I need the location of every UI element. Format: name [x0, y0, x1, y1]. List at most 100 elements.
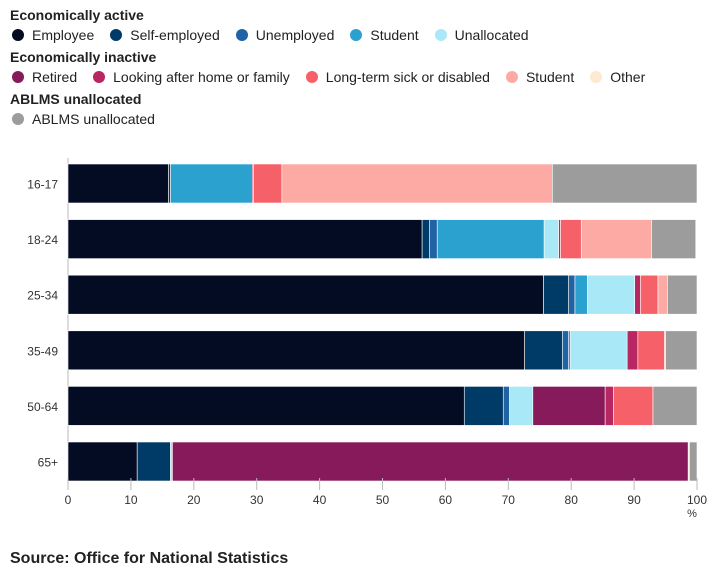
bar-segment-50-64-economically-inactive-long-term-sick-or-disabled[interactable]: [613, 386, 654, 426]
bar-segment-35-49-economically-inactive-long-term-sick-or-disabled[interactable]: [637, 330, 665, 371]
legend-swatch: [350, 29, 363, 41]
bar-segment-16-17-economically-inactive-long-term-sick-or-disabled[interactable]: [253, 163, 283, 204]
bar-segment-25-34-economically-active-unallocated[interactable]: [587, 274, 636, 315]
category-label: 16-17: [27, 178, 58, 192]
legend-item-unallocated[interactable]: Unallocated: [434, 25, 529, 45]
legend-label: ABLMS unallocated: [32, 111, 155, 127]
bar-segment-35-49-economically-active-unallocated[interactable]: [570, 330, 628, 371]
bar-segment-25-34-economically-active-student[interactable]: [574, 274, 588, 315]
bar-segment-25-34-economically-inactive-long-term-sick-or-disabled[interactable]: [640, 274, 659, 315]
legend-swatch: [12, 29, 24, 41]
x-tick-label: 10: [124, 493, 138, 507]
legend-item-looking-after-home-or-family[interactable]: Looking after home or family: [93, 67, 290, 87]
legend-group-title: ABLMS unallocated: [10, 91, 142, 107]
bar-segment-18-24-ablms-unallocated-ablms-unallocated[interactable]: [651, 219, 697, 259]
x-tick-label: 100: [687, 493, 707, 507]
x-tick-label: 70: [502, 493, 516, 507]
source-note: Source: Office for National Statistics: [10, 550, 289, 567]
legend-label: Looking after home or family: [113, 69, 290, 85]
stacked-bar-chart: 16-17 18-24 25-34 35-49 50-64 65+ 0 10 20 30 40 50 6…: [27, 158, 707, 520]
legend-label: Other: [610, 69, 646, 85]
bar-segment-65-economically-inactive-retired[interactable]: [172, 441, 689, 482]
legend-label: Student: [525, 69, 575, 85]
legend-swatch: [434, 29, 447, 41]
bar-segment-65-economically-active-self-employed[interactable]: [136, 441, 171, 482]
legend-swatch: [235, 29, 248, 41]
legend-item-student[interactable]: Student: [350, 25, 419, 45]
bar-segment-35-49-economically-inactive-looking-after-home-or-family[interactable]: [626, 330, 639, 371]
bar-segment-35-49-economically-active-employee[interactable]: [67, 330, 525, 371]
category-label: 65+: [38, 456, 58, 470]
bar-segment-50-64-economically-inactive-looking-after-home-or-family[interactable]: [604, 386, 614, 426]
bar-segment-16-17-economically-active-employee[interactable]: [67, 163, 169, 204]
bar-segment-25-34-economically-active-employee[interactable]: [67, 274, 544, 315]
legend-swatch: [305, 71, 318, 83]
legend-label: Unallocated: [454, 27, 529, 43]
legend-item-retired[interactable]: Retired: [12, 67, 77, 87]
legend-label: Self-employed: [130, 27, 220, 43]
bar-segment-16-17-ablms-unallocated-ablms-unallocated[interactable]: [552, 163, 698, 204]
legend-swatch: [12, 71, 24, 83]
bar-segment-35-49-economically-active-self-employed[interactable]: [524, 330, 563, 371]
legend-item-unemployed[interactable]: Unemployed: [235, 25, 335, 45]
x-tick-label: 20: [187, 493, 201, 507]
bar-segment-18-24-economically-active-employee[interactable]: [67, 219, 423, 259]
bar-segment-18-24-economically-inactive-long-term-sick-or-disabled[interactable]: [560, 219, 582, 259]
x-tick-label: 80: [565, 493, 579, 507]
legend-swatch: [110, 29, 123, 41]
category-label: 50-64: [27, 400, 58, 414]
legend-label: Retired: [32, 69, 78, 85]
bar-segment-65-ablms-unallocated-ablms-unallocated[interactable]: [689, 441, 698, 482]
bar-segment-18-24-economically-inactive-student[interactable]: [580, 219, 653, 259]
bar-segment-65-economically-active-employee[interactable]: [67, 441, 138, 482]
x-tick-label: 40: [313, 493, 327, 507]
legend-label: Unemployed: [255, 27, 335, 43]
bar-segment-50-64-economically-active-unemployed[interactable]: [502, 386, 510, 426]
x-tick-label: 50: [376, 493, 390, 507]
legend-label: Student: [370, 27, 419, 43]
legend-swatch: [12, 113, 24, 125]
x-axis-unit: %: [687, 508, 697, 520]
bar-segment-16-17-economically-active-student[interactable]: [170, 163, 253, 204]
bar-segment-18-24-economically-active-unemployed[interactable]: [429, 219, 438, 259]
legend-label: Long-term sick or disabled: [325, 69, 490, 85]
category-label: 25-34: [27, 289, 58, 303]
bar-segment-18-24-economically-active-unallocated[interactable]: [543, 219, 559, 259]
legend-group-ablms-unallocated: ABLMS unallocated ABLMS unallocated: [10, 90, 645, 129]
legend-swatch: [93, 71, 106, 83]
legend-group-title: Economically inactive: [10, 49, 157, 65]
bar-segment-25-34-economically-inactive-looking-after-home-or-family[interactable]: [634, 274, 641, 315]
legend-item-student[interactable]: Student: [505, 67, 575, 87]
x-tick-label: 30: [250, 493, 264, 507]
legend-item-employee[interactable]: Employee: [12, 25, 94, 45]
legend-label: Employee: [32, 27, 95, 43]
bar-segment-50-64-economically-active-employee[interactable]: [67, 386, 465, 426]
x-tick-label: 90: [627, 493, 641, 507]
bar-segment-35-49-ablms-unallocated-ablms-unallocated[interactable]: [665, 330, 698, 371]
bar-segment-50-64-economically-active-unallocated[interactable]: [509, 386, 534, 426]
legend-swatch: [590, 71, 603, 83]
chart-legend: Economically active Employee Self-employed…: [10, 6, 645, 132]
legend-group-economically-inactive: Economically inactive Retired Looking afte…: [10, 48, 645, 87]
bar-segment-18-24-economically-active-self-employed[interactable]: [421, 219, 430, 259]
legend-item-other[interactable]: Other: [590, 67, 645, 87]
category-label: 18-24: [27, 233, 58, 247]
legend-group-title: Economically active: [10, 7, 144, 23]
bar-segment-25-34-economically-active-unemployed[interactable]: [568, 274, 576, 315]
legend-item-ablms-unallocated[interactable]: ABLMS unallocated: [12, 109, 155, 129]
bar-segment-50-64-ablms-unallocated-ablms-unallocated[interactable]: [652, 386, 698, 426]
bar-segment-50-64-economically-active-self-employed[interactable]: [463, 386, 504, 426]
x-tick-label: 0: [65, 493, 72, 507]
bar-segment-18-24-economically-active-student[interactable]: [436, 219, 545, 259]
category-label: 35-49: [27, 344, 58, 358]
bar-segment-16-17-economically-inactive-student[interactable]: [281, 163, 553, 204]
legend-item-long-term-sick-or-disabled[interactable]: Long-term sick or disabled: [305, 67, 490, 87]
legend-swatch: [505, 71, 518, 83]
bar-segment-25-34-ablms-unallocated-ablms-unallocated[interactable]: [667, 274, 698, 315]
legend-item-self-employed[interactable]: Self-employed: [110, 25, 220, 45]
bar-segment-25-34-economically-active-self-employed[interactable]: [543, 274, 569, 315]
bar-segment-35-49-economically-active-unemployed[interactable]: [562, 330, 569, 371]
bar-segment-25-34-economically-inactive-student[interactable]: [657, 274, 668, 315]
x-tick-label: 60: [439, 493, 453, 507]
bar-segment-50-64-economically-inactive-retired[interactable]: [532, 386, 606, 426]
